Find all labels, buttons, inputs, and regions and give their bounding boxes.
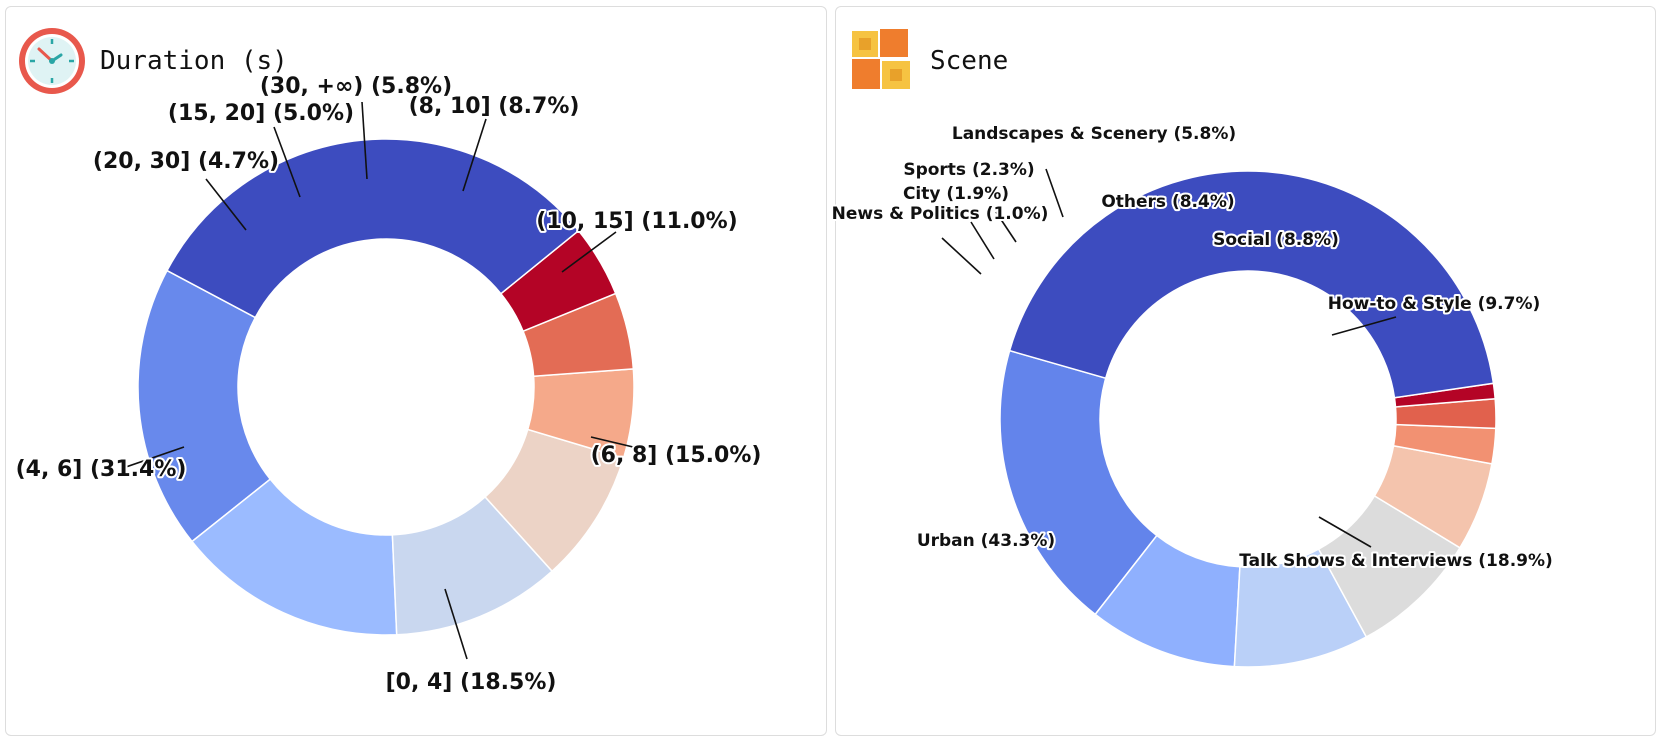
leader-line (273, 126, 301, 198)
cubes-icon (852, 29, 910, 89)
slice-label: (8, 10] (8.7%) (409, 94, 580, 119)
donut-slice (166, 138, 580, 319)
clock-icon (19, 28, 85, 94)
leader-line (361, 101, 368, 180)
slice-label: (4, 6] (31.4%) (16, 457, 187, 482)
slice-label: (15, 20] (5.0%) (168, 101, 354, 126)
slice-label: (30, +∞) (5.8%) (260, 74, 452, 99)
duration-title: Duration (s) (100, 46, 288, 76)
leader-line (1331, 316, 1397, 336)
leader-line (1318, 516, 1372, 548)
slice-label: How-to & Style (9.7%) (1328, 294, 1541, 314)
leader-line (561, 231, 617, 273)
duration-header: Duration (s) (16, 25, 288, 97)
slice-label: [0, 4] (18.5%) (386, 670, 557, 695)
leader-line (205, 178, 247, 231)
leader-line (462, 118, 487, 192)
slice-label: Urban (43.3%) (917, 531, 1055, 551)
slice-label: (6, 8] (15.0%) (591, 443, 762, 468)
slice-label: Sports (2.3%) (903, 160, 1034, 180)
leader-line (941, 237, 982, 275)
leader-line (1045, 168, 1064, 218)
duration-panel: Duration (s) [0, 4] (18.5%) (6, 8] (15.0%… (5, 6, 827, 736)
slice-label: City (1.9%) (903, 184, 1009, 204)
scene-panel: Scene Talk Shows & Interviews (18.9%) How… (830, 6, 1656, 736)
slice-label: News & Politics (1.0%) (832, 204, 1049, 224)
slice-label: Landscapes & Scenery (5.8%) (952, 124, 1236, 144)
donut-slice (1008, 170, 1495, 399)
leader-line (444, 588, 468, 660)
leader-line (125, 446, 185, 468)
slice-label: Social (8.8%) (1213, 230, 1339, 250)
scene-header: Scene (846, 25, 1008, 97)
slice-label: Talk Shows & Interviews (18.9%) (1239, 551, 1553, 571)
duration-donut-chart: [0, 4] (18.5%) (6, 8] (15.0%) (10, 15] (11… (14, 72, 764, 697)
slice-label: (10, 15] (11.0%) (536, 209, 737, 234)
scene-title: Scene (930, 46, 1009, 76)
leader-line (995, 211, 1017, 243)
donut-slice (137, 269, 272, 543)
scene-donut-chart: Talk Shows & Interviews (18.9%) How-to & … (830, 122, 1555, 668)
leader-line (970, 221, 995, 260)
slice-label: Others (8.4%) (1101, 192, 1234, 212)
slice-label: (20, 30] (4.7%) (93, 149, 279, 174)
donut-slice (999, 349, 1158, 616)
leader-line (590, 436, 647, 451)
